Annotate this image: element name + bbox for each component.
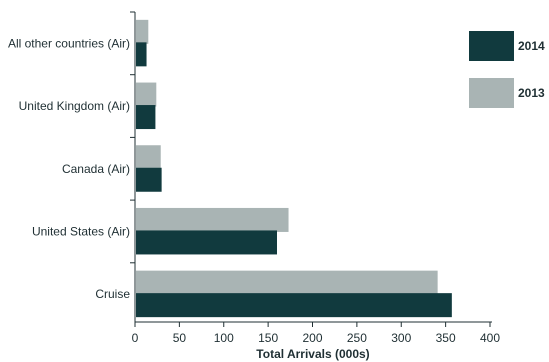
x-tick-label-2: 100 — [214, 331, 234, 345]
bar-2013-4 — [136, 270, 438, 295]
bar-2014-1 — [136, 105, 156, 130]
x-tick-label-6: 300 — [391, 331, 411, 345]
category-label-4: Cruise — [95, 287, 130, 301]
x-tick-label-3: 150 — [258, 331, 278, 345]
x-tick-label-7: 350 — [436, 331, 456, 345]
bar-2014-0 — [136, 42, 147, 67]
category-label-2: Canada (Air) — [62, 162, 130, 176]
ticks-layer: 0 50 100 150 200 250 300 350 400 — [130, 11, 500, 345]
bar-2014-4 — [136, 293, 452, 318]
x-axis-title: Total Arrivals (000s) — [256, 347, 369, 361]
bar-2014-2 — [136, 167, 162, 192]
category-label-1: United Kingdom (Air) — [19, 99, 130, 113]
category-label-0: All other countries (Air) — [8, 36, 130, 50]
x-tick-label-1: 50 — [173, 331, 187, 345]
labels-layer: All other countries (Air) United Kingdom … — [8, 36, 130, 301]
legend-label-2014: 2014 — [518, 39, 545, 53]
bars-layer — [136, 19, 452, 318]
x-tick-label-8: 400 — [480, 331, 500, 345]
legend: 2014 2013 — [469, 31, 545, 108]
legend-swatch-2013 — [469, 78, 514, 108]
bar-2013-1 — [136, 82, 157, 107]
axes-layer — [134, 12, 492, 323]
bar-2014-3 — [136, 230, 277, 255]
x-tick-label-4: 200 — [302, 331, 322, 345]
bar-2013-2 — [136, 145, 161, 170]
x-tick-label-5: 250 — [347, 331, 367, 345]
x-tick-label-0: 0 — [132, 331, 139, 345]
bar-2013-0 — [136, 19, 149, 44]
bar-2013-3 — [136, 207, 289, 232]
legend-swatch-2014 — [469, 31, 514, 61]
legend-label-2013: 2013 — [518, 86, 545, 100]
category-label-3: United States (Air) — [32, 224, 130, 238]
